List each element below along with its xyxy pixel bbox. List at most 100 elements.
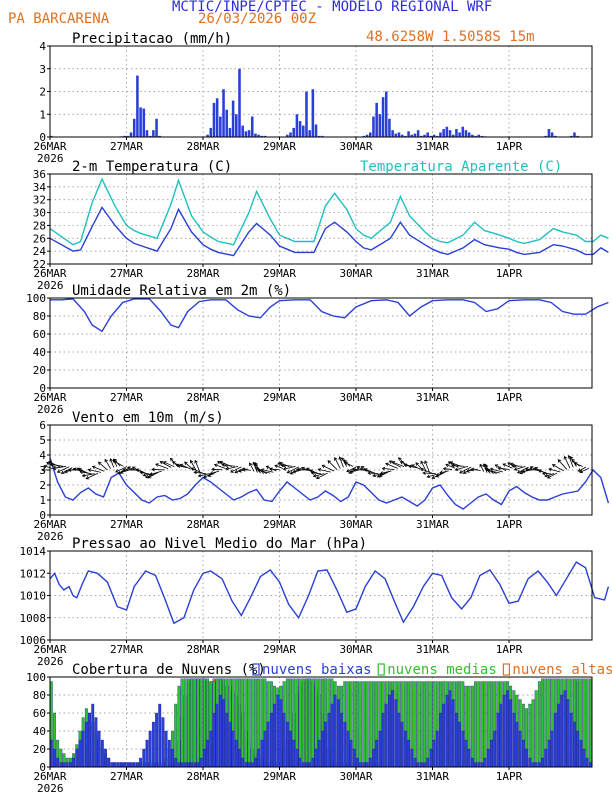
- wind-arrow-head: [177, 464, 181, 468]
- wind-arrow-head: [197, 473, 202, 478]
- wind-arrow: [570, 456, 577, 467]
- wind-arrow-head: [117, 470, 122, 475]
- wind-arrow-head: [571, 458, 575, 463]
- bar: [218, 694, 222, 768]
- bar: [474, 681, 477, 768]
- bar: [126, 762, 130, 768]
- bar: [161, 717, 165, 768]
- wind-arrow-head: [234, 469, 239, 474]
- x-tick-label: 28MAR: [186, 391, 219, 404]
- y-tick-label: 80: [33, 310, 46, 323]
- wind-arrow-head: [162, 461, 167, 465]
- bar: [123, 135, 126, 137]
- bar: [467, 748, 471, 768]
- x-tick-label: 30MAR: [339, 643, 372, 656]
- bar: [362, 762, 366, 768]
- bar: [550, 730, 554, 768]
- wind-arrow: [159, 461, 172, 468]
- wind-arrow-head: [344, 461, 348, 466]
- wind-arrow-head: [408, 464, 412, 469]
- bar: [97, 730, 101, 768]
- wind-arrow: [115, 466, 127, 473]
- wind-arrow-head: [449, 461, 454, 465]
- wind-arrow-head: [424, 460, 428, 465]
- wind-arrow: [44, 465, 54, 470]
- line-blue: [49, 561, 610, 625]
- x-tick-label: 31MAR: [416, 518, 449, 531]
- bar: [135, 762, 139, 768]
- panel-clouds: [47, 663, 593, 770]
- bar: [257, 134, 260, 137]
- wind-arrow-head: [516, 469, 521, 474]
- bar: [534, 762, 538, 768]
- wind-arrow-head: [484, 467, 489, 472]
- wind-arrow: [423, 472, 437, 475]
- wind-arrow-head: [79, 470, 84, 475]
- x-tick-label: 26MAR: [33, 770, 66, 783]
- wind-arrow: [163, 461, 175, 468]
- bar: [464, 130, 468, 137]
- wind-arrow-head: [113, 460, 117, 464]
- wind-arrow: [290, 467, 303, 475]
- bar: [148, 730, 152, 768]
- wind-arrow-head: [497, 466, 501, 471]
- panel-title: Cobertura de Nuvens (%): [72, 662, 266, 678]
- y-tick-label: 20: [33, 743, 46, 756]
- wind-arrow-head: [511, 464, 515, 468]
- wind-arrow: [427, 473, 440, 478]
- wind-arrow: [579, 467, 590, 473]
- wind-arrow-head: [248, 462, 253, 467]
- line-blue: [50, 298, 609, 333]
- y-tick-label: 5: [39, 434, 46, 447]
- wind-arrow-head: [573, 462, 578, 466]
- wind-arrow-head: [537, 469, 542, 473]
- bar: [534, 690, 538, 768]
- bar: [136, 75, 139, 137]
- bar: [423, 762, 426, 768]
- wind-arrow-head: [557, 459, 562, 463]
- bar: [107, 757, 111, 768]
- bar: [174, 757, 178, 768]
- wind-arrow-head: [139, 470, 144, 475]
- bar: [573, 132, 576, 137]
- wind-arrow-head: [367, 471, 372, 475]
- bar: [305, 678, 308, 768]
- wind-arrow: [544, 473, 555, 477]
- wind-arrow-head: [219, 460, 223, 465]
- bar: [225, 109, 229, 137]
- wind-arrow-head: [286, 469, 291, 474]
- x-year-label: 2026: [37, 152, 64, 165]
- bar: [72, 757, 76, 768]
- bar: [496, 712, 500, 768]
- bar: [432, 739, 436, 768]
- wind-arrow: [471, 468, 481, 471]
- bar: [174, 703, 178, 768]
- wind-arrow-head: [486, 468, 491, 473]
- wind-arrow: [98, 461, 108, 471]
- bar: [282, 712, 286, 768]
- bar: [451, 699, 455, 768]
- wind-arrow-head: [78, 468, 83, 472]
- bar: [241, 125, 244, 137]
- wind-arrow-head: [131, 466, 136, 470]
- bar: [132, 762, 136, 768]
- y-tick-label: 40: [33, 346, 46, 359]
- bar: [123, 762, 127, 768]
- wind-arrow-head: [431, 475, 436, 479]
- bar: [215, 703, 219, 768]
- y-tick-label: 60: [33, 328, 46, 341]
- bar: [356, 757, 359, 768]
- wind-arrow-head: [420, 460, 424, 465]
- wind-arrow-head: [352, 467, 356, 472]
- bar: [84, 721, 88, 768]
- wind-arrow-head: [142, 473, 147, 477]
- wind-arrow-head: [334, 457, 338, 461]
- y-tick-label: 2: [39, 86, 46, 99]
- wind-arrow: [316, 472, 328, 479]
- x-tick-label: 29MAR: [263, 267, 296, 280]
- bar: [416, 762, 420, 768]
- bar: [142, 108, 146, 137]
- wind-arrow-head: [119, 470, 124, 474]
- bar: [206, 739, 210, 768]
